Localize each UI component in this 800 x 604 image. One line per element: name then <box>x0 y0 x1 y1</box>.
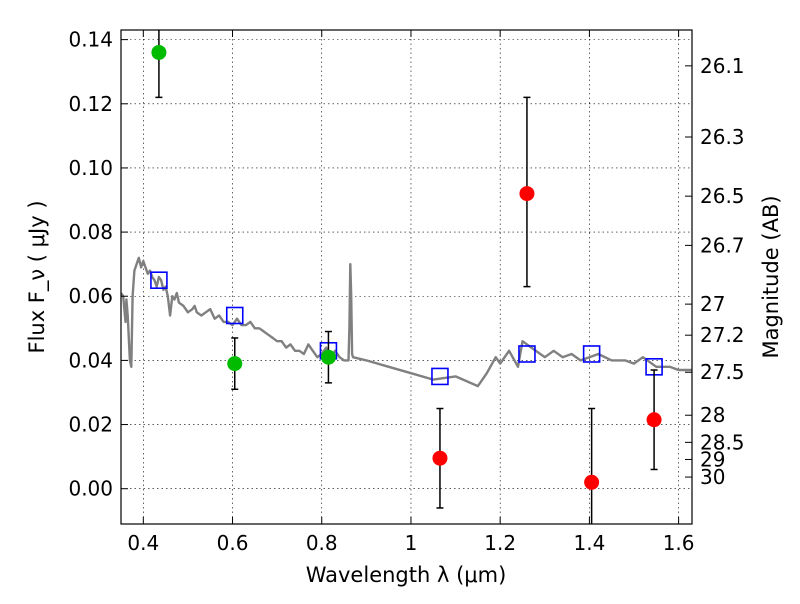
x-axis-title: Wavelength λ (μm) <box>306 563 507 587</box>
x-tick-label: 0.8 <box>306 531 338 555</box>
x-tick-label: 1.6 <box>663 531 695 555</box>
y-tick-label: 0.04 <box>68 348 113 372</box>
mag-tick-label: 26.1 <box>700 54 745 78</box>
y-tick-label: 0.12 <box>68 92 113 116</box>
plot-frame <box>120 29 693 525</box>
mag-tick-label: 27.2 <box>700 323 745 347</box>
grid <box>121 30 692 524</box>
plot-background <box>121 30 692 524</box>
mag-tick-label: 30 <box>700 465 725 489</box>
y2-axis-title: Magnitude (AB) <box>759 195 783 358</box>
mag-tick-label: 26.3 <box>700 125 745 149</box>
observed-flux-point <box>646 412 662 428</box>
mag-tick-label: 28.5 <box>700 430 745 454</box>
mag-tick-label: 29 <box>700 447 725 471</box>
mag-tick-label: 27.5 <box>700 360 745 384</box>
observed-flux-point <box>151 44 167 60</box>
observed-flux-point <box>432 450 448 466</box>
mag-tick-label: 26.7 <box>700 233 745 257</box>
x-tick-label: 0.4 <box>127 531 159 555</box>
x-tick-label: 0.6 <box>217 531 249 555</box>
mag-tick-label: 28 <box>700 403 725 427</box>
model-square-point <box>431 367 449 386</box>
template-spectrum-line <box>121 256 692 388</box>
mag-tick-label: 27 <box>700 292 725 316</box>
mag-tick-label: 26.5 <box>700 184 745 208</box>
x-tick-label: 1.2 <box>484 531 516 555</box>
y-tick-label: 0.06 <box>68 284 113 308</box>
y-tick-label: 0.10 <box>68 156 113 180</box>
y-tick-label: 0.00 <box>68 477 113 501</box>
observed-flux-point <box>320 349 336 365</box>
model-square-point <box>150 271 168 290</box>
y-axis-title: Flux F_ν ( μJy ) <box>25 200 50 353</box>
model-square-point <box>225 306 244 325</box>
y-tick-label: 0.02 <box>68 413 113 437</box>
model-square-point <box>518 345 536 363</box>
x-tick-label: 1.4 <box>573 531 605 555</box>
observed-flux-point <box>227 356 243 372</box>
y-tick-label: 0.08 <box>68 220 113 244</box>
series-layer <box>121 30 692 524</box>
y-tick-label: 0.14 <box>68 28 113 52</box>
model-square-point <box>582 345 601 363</box>
axes: 0.4 0.6 0.8 1 1.2 1.4 1.6 0.00 0.02 0.04 0.06 0.08 0… <box>68 28 744 555</box>
observed-flux-point <box>584 474 600 490</box>
observed-flux-point <box>519 186 535 202</box>
x-tick-label: 1 <box>405 531 418 555</box>
